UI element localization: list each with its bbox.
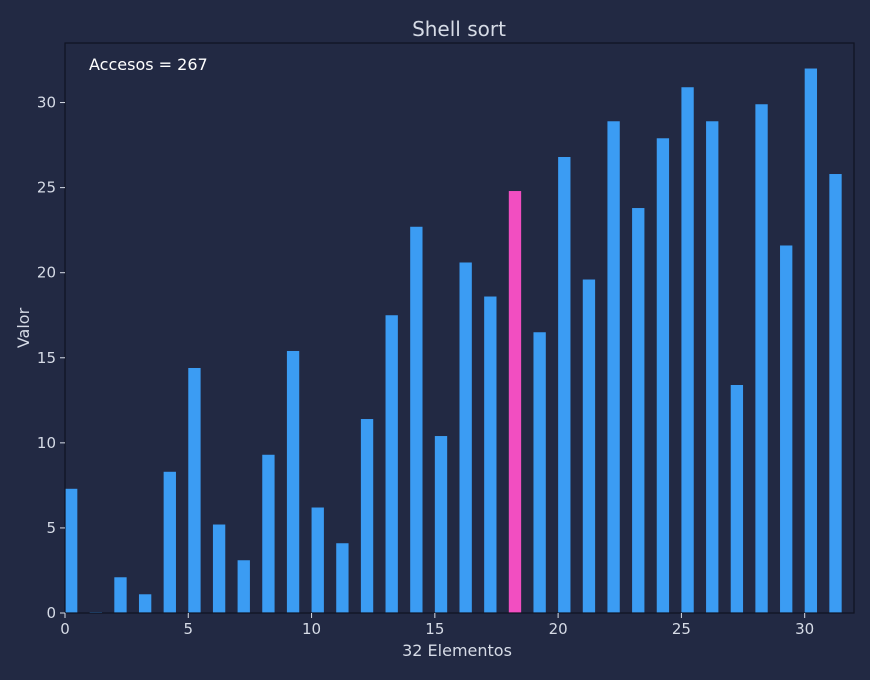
y-tick-label: 0 — [46, 604, 56, 622]
y-tick-label: 20 — [37, 264, 56, 282]
axes-group — [64, 42, 855, 614]
bar — [114, 577, 127, 613]
bar — [336, 543, 349, 613]
y-ticks: 0 5 10 15 20 25 30 — [37, 94, 65, 622]
x-tick-label: 15 — [425, 620, 444, 638]
access-counter: Accesos = 267 — [89, 55, 208, 74]
bar — [237, 560, 250, 613]
y-axis-label: Valor — [14, 307, 33, 348]
bar — [311, 507, 324, 613]
bar — [385, 315, 398, 613]
x-tick-label: 20 — [549, 620, 568, 638]
y-tick-label: 10 — [37, 434, 56, 452]
bar — [681, 87, 694, 614]
bar — [533, 332, 546, 613]
bar — [607, 121, 620, 614]
bar — [138, 594, 152, 613]
axes-frame — [64, 42, 855, 614]
bar — [558, 157, 571, 613]
bar — [410, 226, 423, 613]
bar — [459, 262, 472, 613]
y-tick-label: 15 — [37, 349, 56, 367]
x-ticks: 0 5 10 15 20 25 30 — [60, 613, 814, 638]
bar — [163, 471, 176, 613]
bar-highlighted — [508, 191, 522, 613]
bar — [632, 208, 645, 614]
x-tick-label: 10 — [302, 620, 321, 638]
bar — [65, 488, 78, 613]
bar — [582, 279, 596, 613]
bar — [755, 104, 768, 613]
bar — [212, 524, 226, 613]
bar — [434, 436, 448, 613]
bar — [804, 68, 818, 613]
bar — [262, 454, 275, 613]
bar — [188, 367, 201, 613]
x-tick-label: 25 — [672, 620, 691, 638]
x-axis-label: 32 Elementos — [402, 641, 512, 660]
bar — [730, 385, 744, 613]
y-tick-label: 25 — [37, 179, 56, 197]
bar — [656, 138, 670, 613]
x-tick-label: 0 — [60, 620, 70, 638]
y-tick-label: 5 — [46, 519, 56, 537]
bars-group — [65, 68, 842, 614]
bar — [286, 350, 300, 613]
chart-title: Shell sort — [412, 17, 506, 41]
x-tick-label: 30 — [795, 620, 814, 638]
bar — [780, 245, 793, 614]
x-tick-label: 5 — [184, 620, 194, 638]
y-tick-label: 30 — [37, 94, 56, 112]
bar — [829, 174, 842, 613]
bar — [706, 121, 719, 614]
bar — [360, 419, 374, 613]
bar — [484, 296, 497, 613]
